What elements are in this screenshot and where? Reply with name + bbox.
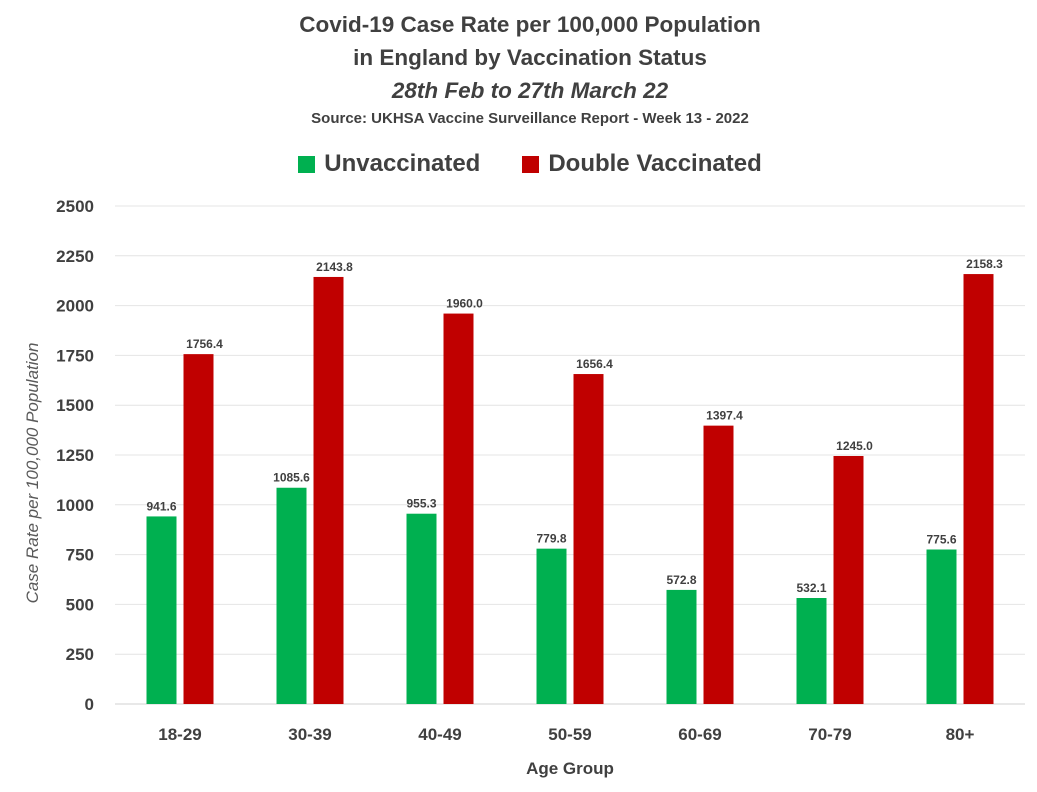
legend-label-unvaccinated: Unvaccinated	[324, 150, 481, 177]
data-label-unvaccinated: 532.1	[796, 581, 826, 595]
y-tick-label: 1250	[56, 446, 94, 465]
bar-double-vaccinated	[703, 425, 734, 704]
chart-header: Covid-19 Case Rate per 100,000 Populatio…	[0, 8, 1037, 131]
x-tick-label: 60-69	[678, 725, 721, 744]
data-label-unvaccinated: 572.8	[666, 573, 696, 587]
x-axis-title: Age Group	[526, 759, 614, 778]
data-label-double-vaccinated: 1245.0	[836, 439, 873, 453]
data-label-unvaccinated: 775.6	[926, 533, 956, 547]
bar-double-vaccinated	[833, 455, 864, 704]
legend-label-double-vaccinated: Double Vaccinated	[548, 150, 762, 177]
x-tick-label: 18-29	[158, 725, 201, 744]
y-tick-label: 250	[66, 645, 94, 664]
chart-legend: Unvaccinated Double Vaccinated	[0, 150, 1037, 178]
bar-unvaccinated	[536, 548, 567, 704]
legend-swatch-double-vaccinated	[522, 155, 540, 173]
bar-double-vaccinated	[313, 276, 344, 704]
chart-title-line-2: in England by Vaccination Status	[353, 45, 707, 70]
data-label-double-vaccinated: 1656.4	[576, 357, 613, 371]
y-tick-label: 1750	[56, 346, 94, 365]
legend-swatch-unvaccinated	[298, 155, 316, 173]
y-tick-label: 500	[66, 595, 94, 614]
x-tick-label: 30-39	[288, 725, 331, 744]
y-tick-label: 2000	[56, 297, 94, 316]
data-label-unvaccinated: 941.6	[146, 499, 176, 513]
chart-subtitle: 28th Feb to 27th March 22	[391, 78, 669, 103]
data-label-unvaccinated: 955.3	[406, 497, 436, 511]
y-tick-label: 2250	[56, 247, 94, 266]
x-tick-label: 50-59	[548, 725, 591, 744]
data-label-unvaccinated: 1085.6	[273, 471, 310, 485]
bar-double-vaccinated	[183, 354, 214, 704]
bar-unvaccinated	[276, 487, 307, 704]
y-tick-label: 1000	[56, 496, 94, 515]
x-tick-label: 70-79	[808, 725, 851, 744]
legend-item-double-vaccinated: Double Vaccinated	[522, 150, 762, 178]
data-label-double-vaccinated: 1960.0	[446, 297, 483, 311]
bar-double-vaccinated	[963, 274, 994, 704]
data-label-unvaccinated: 779.8	[536, 532, 566, 546]
chart-title-line-1: Covid-19 Case Rate per 100,000 Populatio…	[299, 12, 761, 37]
y-axis-title: Case Rate per 100,000 Population	[23, 343, 42, 604]
bar-unvaccinated	[926, 549, 957, 704]
bar-unvaccinated	[146, 516, 177, 704]
bar-double-vaccinated	[443, 313, 474, 704]
data-label-double-vaccinated: 2143.8	[316, 260, 353, 274]
y-tick-label: 2500	[56, 197, 94, 216]
data-label-double-vaccinated: 2158.3	[966, 257, 1003, 271]
y-tick-label: 750	[66, 546, 94, 565]
bar-double-vaccinated	[573, 374, 604, 704]
legend-item-unvaccinated: Unvaccinated	[298, 150, 480, 178]
data-label-double-vaccinated: 1756.4	[186, 337, 223, 351]
chart-source: Source: UKHSA Vaccine Surveillance Repor…	[311, 110, 749, 127]
x-tick-label: 40-49	[418, 725, 461, 744]
y-tick-label: 1500	[56, 396, 94, 415]
bar-unvaccinated	[796, 598, 827, 704]
bar-unvaccinated	[406, 513, 437, 704]
y-tick-label: 0	[85, 695, 94, 714]
bar-unvaccinated	[666, 589, 697, 704]
data-label-double-vaccinated: 1397.4	[706, 409, 743, 423]
x-tick-label: 80+	[946, 725, 975, 744]
